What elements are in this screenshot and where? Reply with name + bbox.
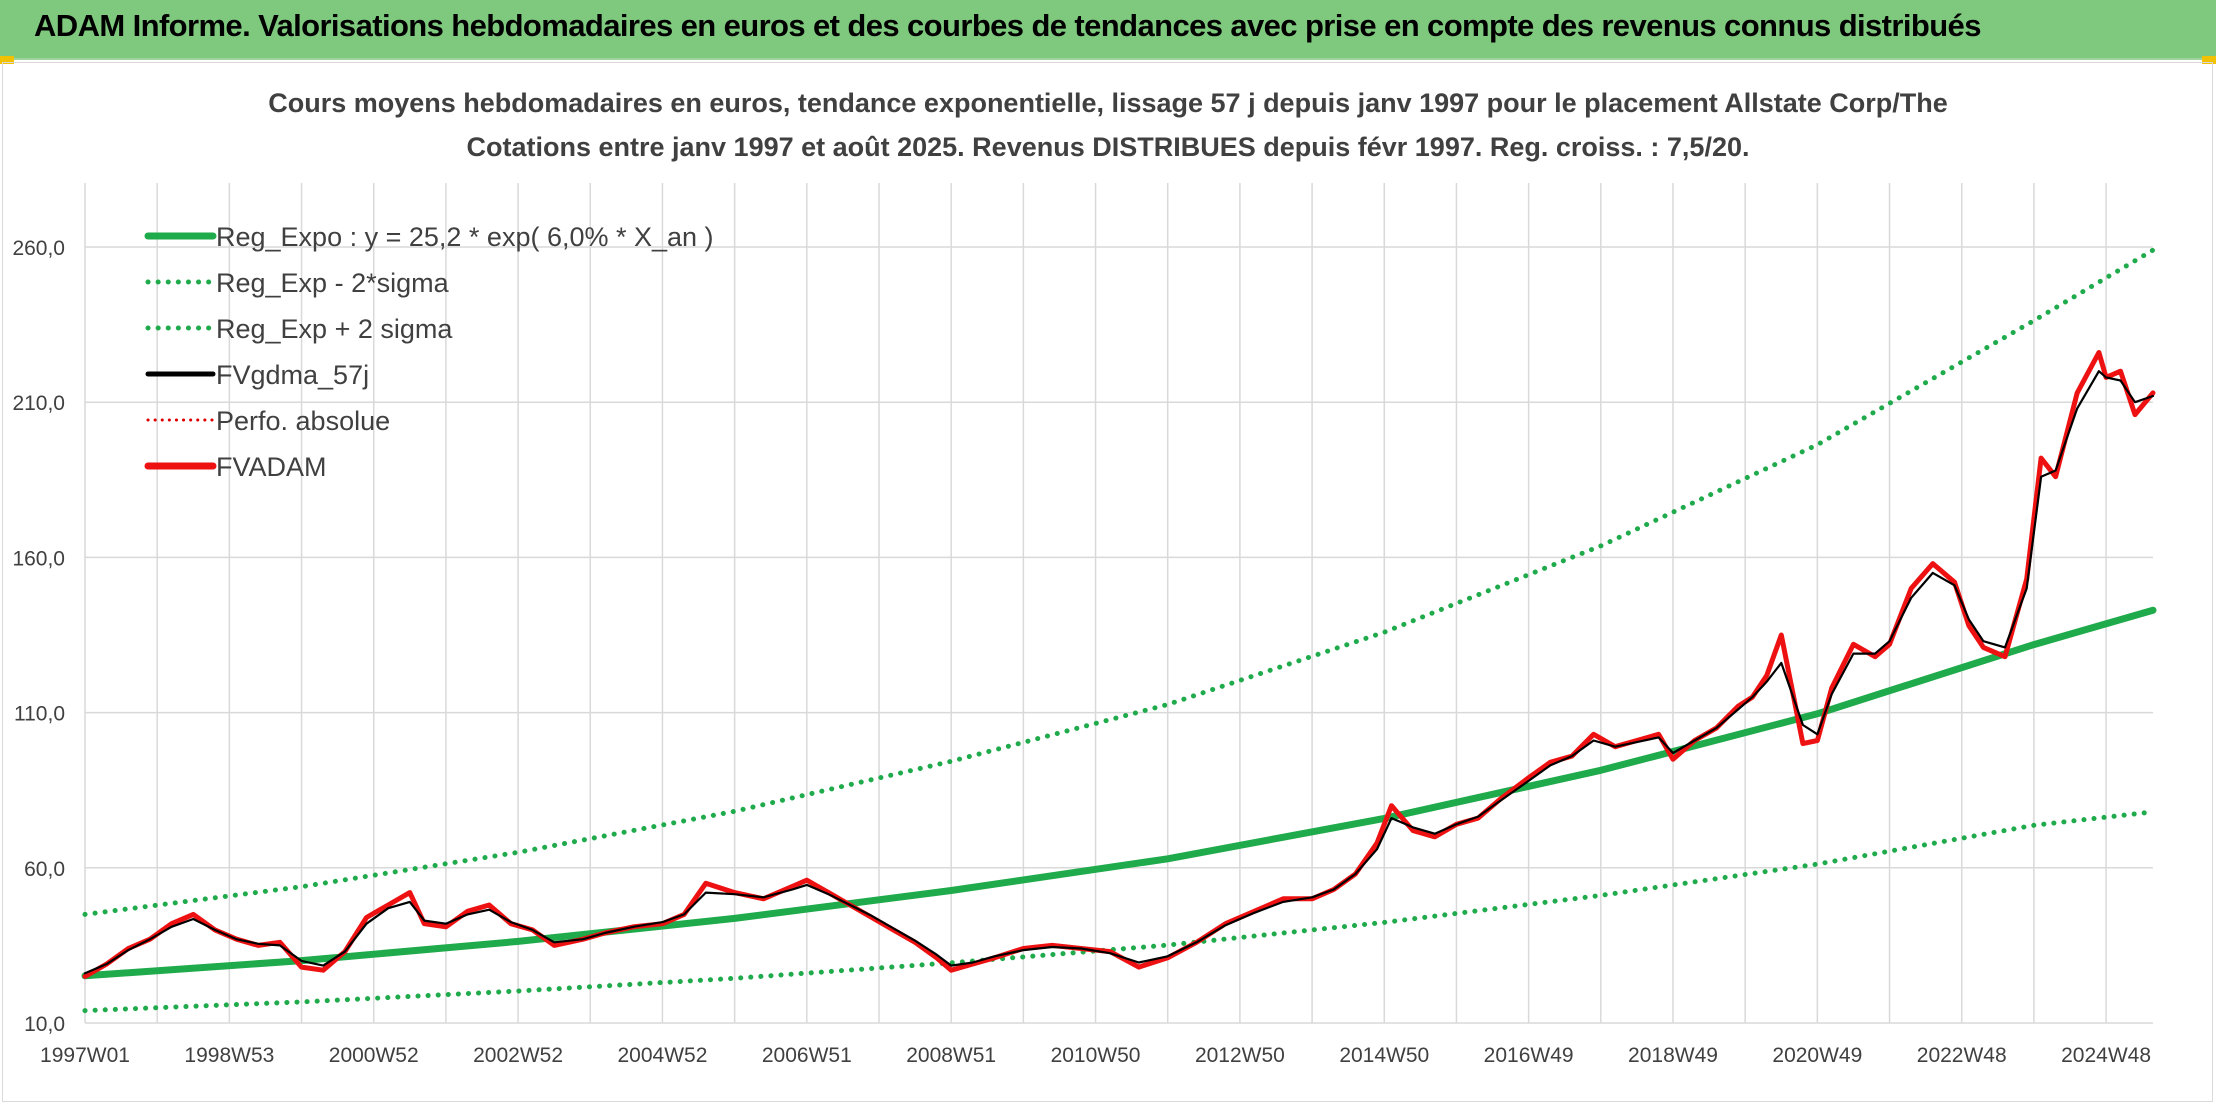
x-tick-label: 2022W48: [1917, 1044, 2007, 1067]
chart-svg: Cours moyens hebdomadaires en euros, ten…: [12, 88, 2157, 1067]
y-tick-label: 160,0: [12, 547, 65, 570]
x-tick-label: 2020W49: [1772, 1044, 1862, 1067]
chart-title-line-1: Cours moyens hebdomadaires en euros, ten…: [268, 88, 1948, 118]
series-fvadam-line: [82, 350, 2156, 979]
report-header: ADAM Informe. Valorisations hebdomadaire…: [0, 0, 2216, 60]
x-axis-labels: 1997W01 1998W53 2000W52 2002W52 2004W52 2006W…: [40, 1044, 2151, 1067]
corner-marker-right: [2202, 56, 2216, 64]
x-tick-label: 2018W49: [1628, 1044, 1718, 1067]
x-tick-label: 2016W49: [1484, 1044, 1574, 1067]
series-fvgdma-line: [83, 370, 2155, 975]
legend-label-reg-minus: Reg_Exp - 2*sigma: [216, 268, 450, 298]
series-layer: [81, 247, 2157, 1014]
y-tick-label: 60,0: [24, 858, 65, 881]
y-tick-label: 260,0: [12, 237, 65, 260]
legend-label-reg-plus: Reg_Exp + 2 sigma: [216, 314, 453, 344]
vertical-grid: [84, 183, 2107, 1023]
series-reg-minus-line: [82, 809, 2156, 1014]
legend: Reg_Expo : y = 25,2 * exp( 6,0% * X_an )…: [144, 222, 714, 482]
legend-label-reg-expo: Reg_Expo : y = 25,2 * exp( 6,0% * X_an ): [216, 222, 714, 252]
x-tick-label: 1998W53: [184, 1044, 274, 1067]
x-tick-label: 2002W52: [473, 1044, 563, 1067]
x-tick-label: 2008W51: [906, 1044, 996, 1067]
x-tick-label: 2006W51: [762, 1044, 852, 1067]
report-title: ADAM Informe. Valorisations hebdomadaire…: [34, 8, 1981, 43]
y-axis-labels: 10,0 60,0 110,0 160,0 210,0 260,0: [12, 237, 65, 1036]
y-tick-label: 110,0: [14, 703, 65, 726]
x-tick-label: 2012W50: [1195, 1044, 1285, 1067]
x-tick-label: 2010W50: [1051, 1044, 1141, 1067]
x-tick-label: 1997W01: [40, 1044, 130, 1067]
chart-title-line-2: Cotations entre janv 1997 et août 2025. …: [467, 132, 1750, 162]
x-tick-label: 2000W52: [329, 1044, 419, 1067]
x-tick-label: 2014W50: [1339, 1044, 1429, 1067]
chart-area: Cours moyens hebdomadaires en euros, ten…: [2, 62, 2213, 1102]
x-tick-label: 2024W48: [2061, 1044, 2151, 1067]
legend-label-fvgdma: FVgdma_57j: [216, 360, 369, 390]
legend-label-fvadam: FVADAM: [216, 452, 327, 482]
y-tick-label: 210,0: [12, 392, 65, 415]
corner-marker-left: [0, 56, 14, 64]
y-tick-label: 10,0: [24, 1013, 65, 1036]
series-reg-plus-line: [82, 247, 2156, 917]
x-tick-label: 2004W52: [617, 1044, 707, 1067]
series-reg-expo-line: [81, 606, 2157, 980]
legend-label-perfo: Perfo. absolue: [216, 406, 390, 436]
